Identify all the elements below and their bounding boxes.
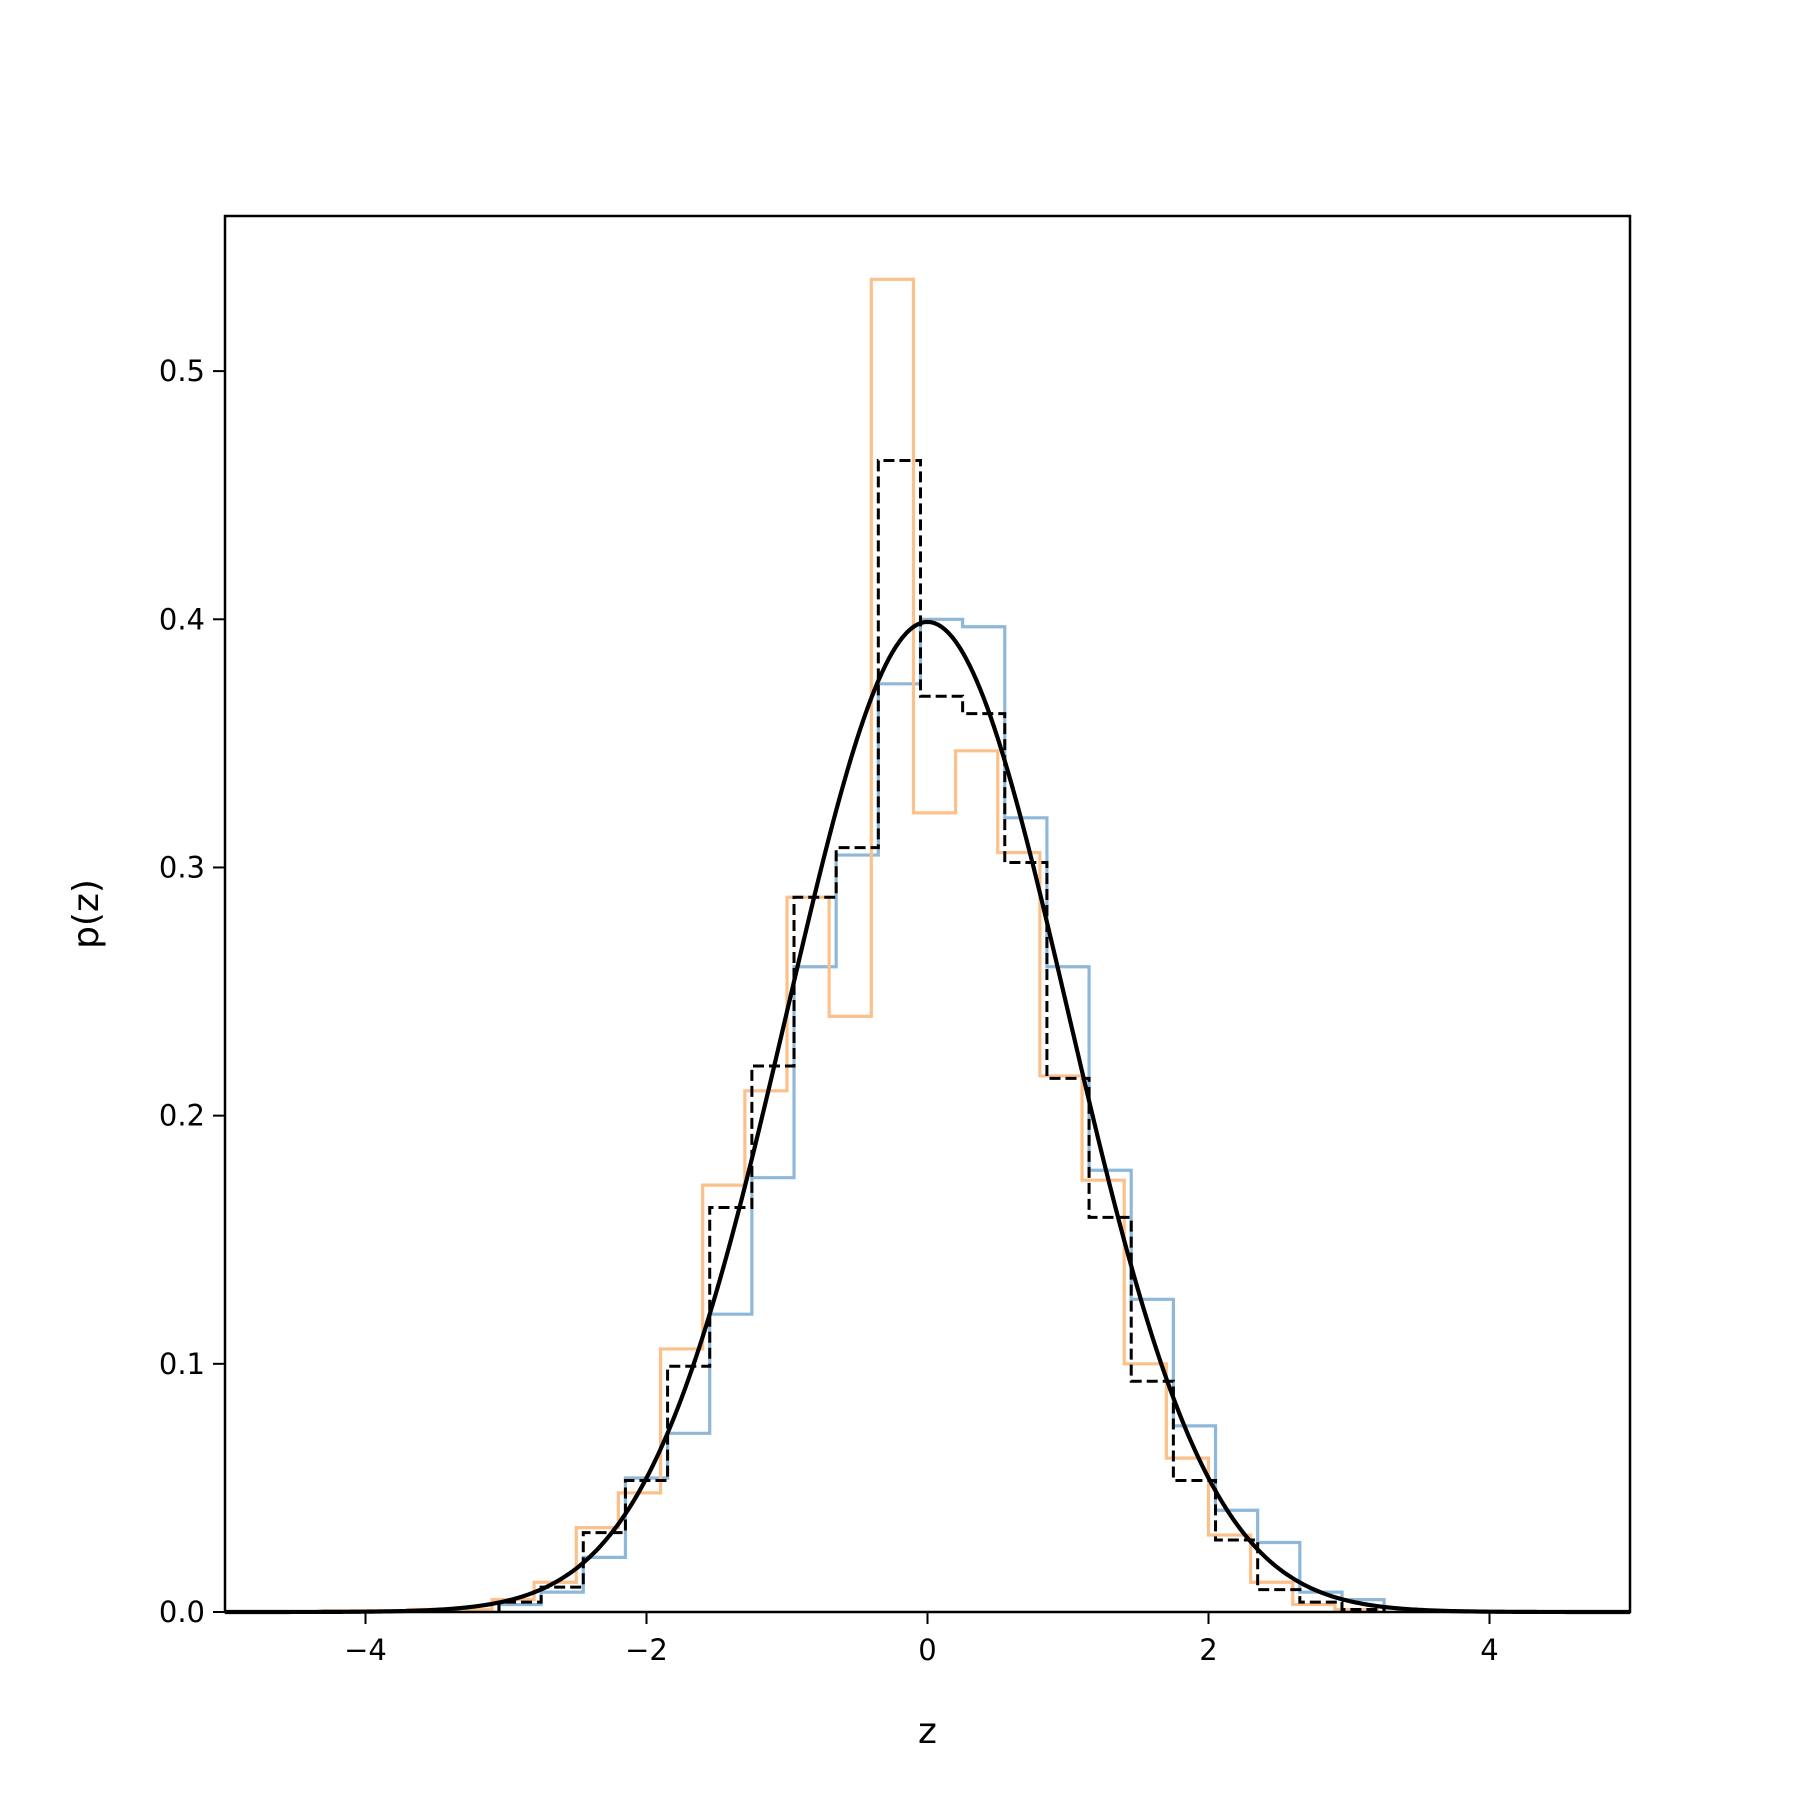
y-axis-label: p(z): [66, 879, 107, 949]
y-tick-label: 0.2: [159, 1099, 205, 1133]
x-tick-label: −2: [625, 1633, 668, 1667]
x-tick-label: 4: [1480, 1633, 1498, 1667]
axis-layer: −4 −2 0 2 4 0.0 0.1 0.2 0.3 0.4 0.5: [159, 354, 1499, 1667]
histogram-series-1: [321, 277, 1379, 1613]
y-tick-label: 0.3: [159, 850, 205, 884]
histogram-series-0: [497, 617, 1386, 1612]
series-layer: [225, 277, 1630, 1615]
plot-frame: [223, 214, 1632, 1614]
normal-pdf-curve: [225, 619, 1630, 1615]
x-tick-label: 2: [1199, 1633, 1217, 1667]
x-tick-label: −4: [344, 1633, 387, 1667]
x-tick-label: 0: [918, 1633, 936, 1667]
x-axis-label: z: [918, 1711, 937, 1752]
y-tick-label: 0.4: [159, 602, 205, 636]
y-tick-label: 0.0: [159, 1595, 205, 1629]
plot-area-background: [225, 216, 1630, 1612]
y-tick-label: 0.5: [159, 354, 205, 388]
y-tick-label: 0.1: [159, 1347, 205, 1381]
